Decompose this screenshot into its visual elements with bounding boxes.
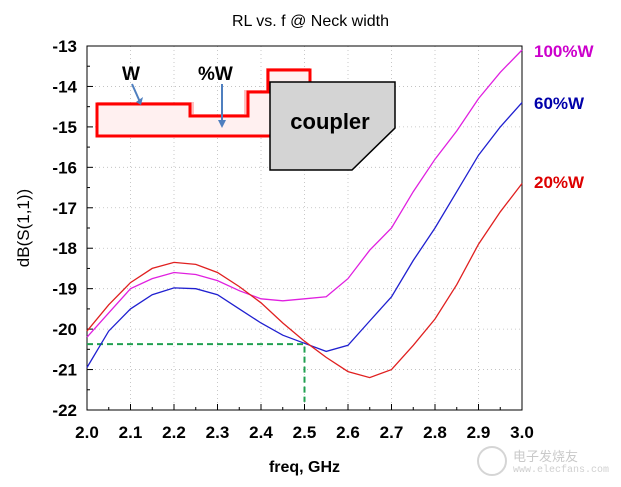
x-axis-label: freq, GHz	[269, 459, 340, 476]
series-label-1: 60%W	[534, 94, 585, 113]
y-tick-label: -19	[52, 280, 77, 299]
y-tick-label: -15	[52, 118, 77, 137]
marker-dashed-line	[87, 343, 306, 402]
watermark-site-name: 电子发烧友	[512, 450, 578, 465]
watermark-logo-icon	[476, 446, 507, 476]
series-label-2: 20%W	[534, 173, 585, 192]
x-tick-label: 2.2	[162, 423, 186, 442]
y-tick-label: -17	[52, 199, 77, 218]
series-line-1	[86, 102, 523, 368]
y-tick-label: -13	[52, 37, 77, 56]
y-tick-label: -22	[52, 401, 77, 420]
series-label-0: 100%W	[534, 42, 594, 61]
inset-w-arrow-head	[136, 97, 143, 105]
x-tick-label: 2.7	[380, 423, 404, 442]
x-tick-label: 2.9	[467, 423, 491, 442]
plot-frame	[86, 45, 523, 411]
x-tick-label: 2.0	[75, 423, 99, 442]
x-tick-label: 2.5	[293, 423, 317, 442]
y-axis-label: dB(S(1,1))	[14, 189, 33, 267]
x-tick-label: 2.8	[423, 423, 447, 442]
chart-title: RL vs. f @ Neck width	[232, 13, 389, 30]
inset-w-label: W	[122, 64, 140, 85]
x-tick-label: 2.4	[249, 423, 273, 442]
x-tick-label: 2.6	[336, 423, 360, 442]
inset-trace-outline	[95, 68, 312, 138]
series-line-2	[86, 183, 523, 379]
inset-coupler-label: coupler	[290, 109, 370, 134]
inset-coupler-shape	[269, 81, 396, 171]
inset-pct-label: %W	[198, 64, 233, 85]
x-tick-label: 2.3	[206, 423, 230, 442]
x-tick-label: 2.1	[119, 423, 143, 442]
y-tick-label: -16	[52, 158, 77, 177]
y-tick-label: -21	[52, 361, 77, 380]
y-tick-label: -14	[52, 77, 77, 96]
inset-pct-arrow-head	[218, 120, 226, 128]
y-tick-label: -18	[52, 239, 77, 258]
x-tick-label: 3.0	[510, 423, 534, 442]
watermark-url: www.elecfans.com	[512, 465, 609, 476]
watermark: 电子发烧友 www.elecfans.com	[476, 446, 609, 476]
series-line-0	[86, 49, 523, 338]
y-tick-label: -20	[52, 320, 77, 339]
inset-w-arrow-line	[131, 83, 141, 103]
